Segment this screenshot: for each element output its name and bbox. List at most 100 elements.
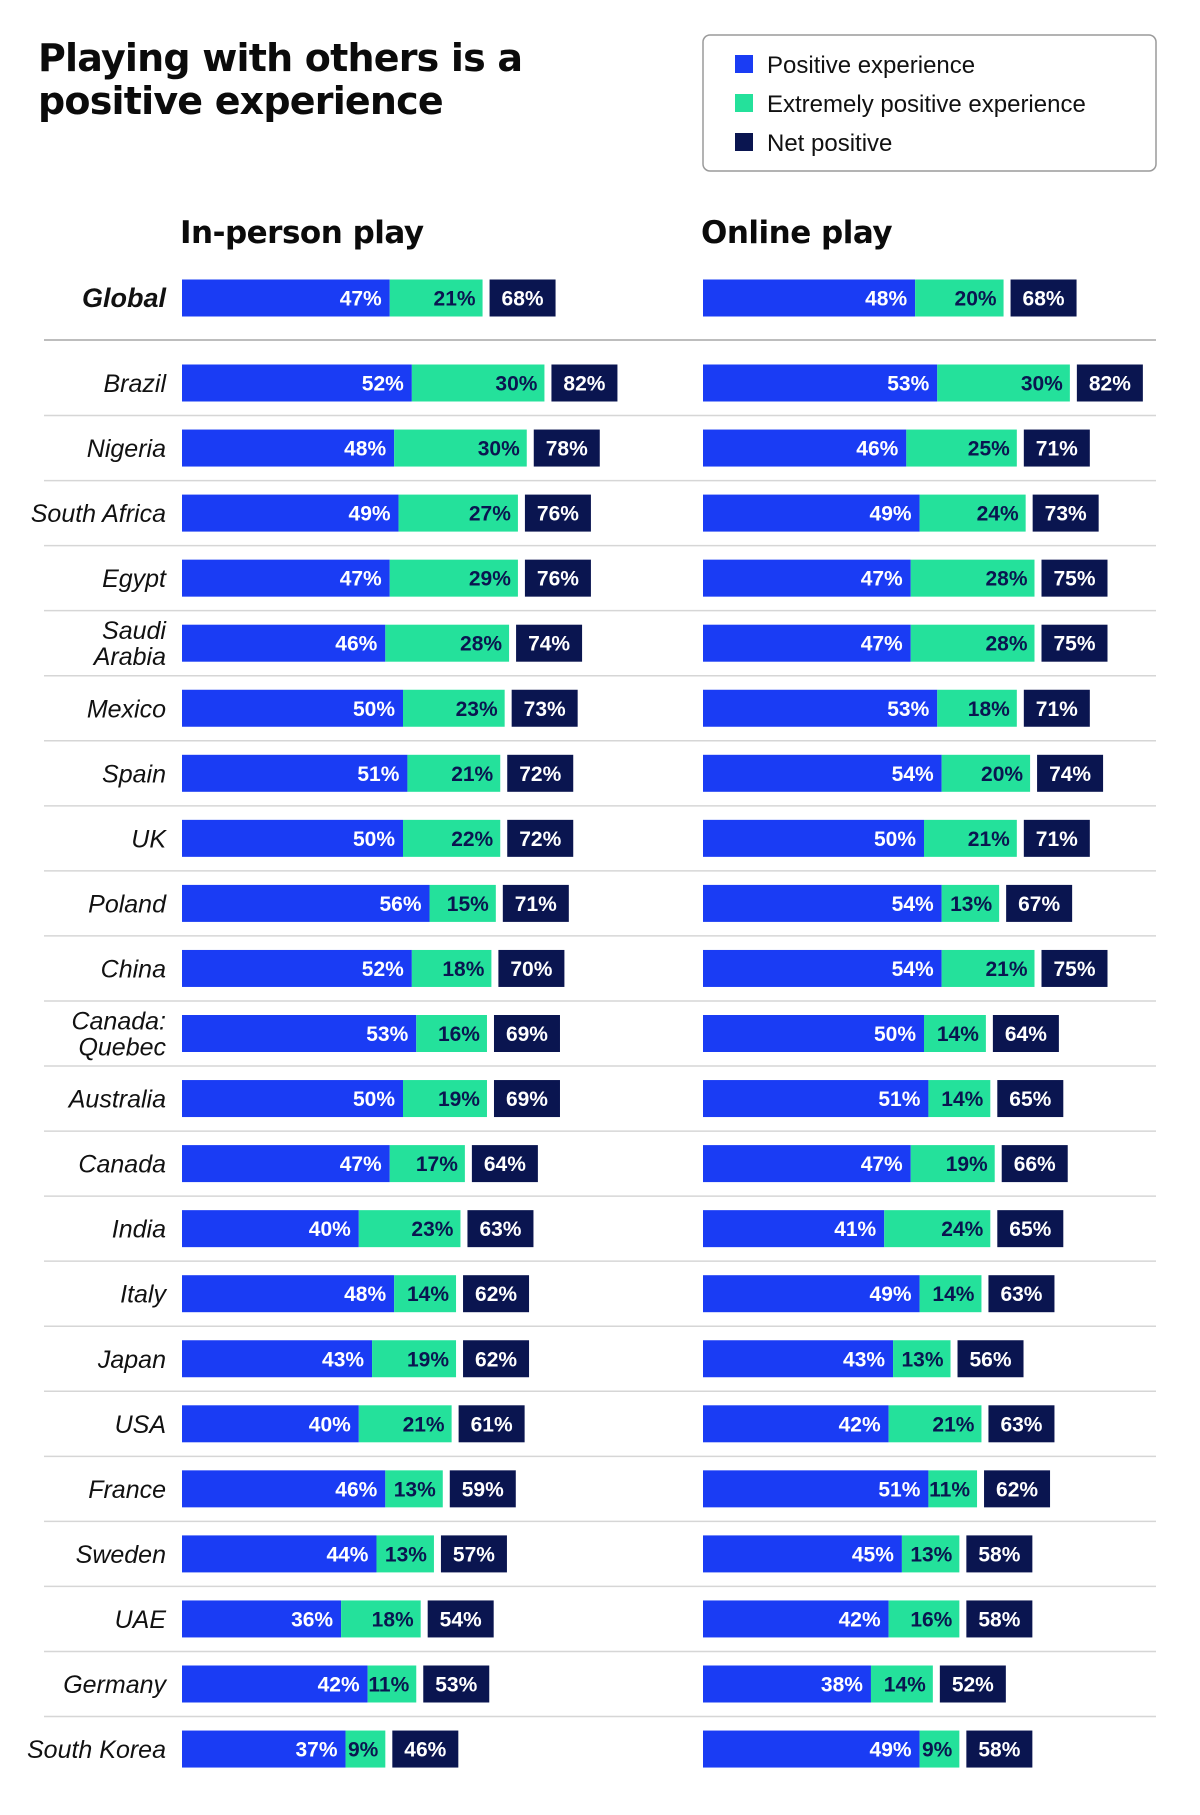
value-label-online-extremely-egypt: 28% — [985, 568, 1027, 591]
bar-in-person-positive-spain — [182, 754, 408, 792]
value-label-online-extremely-china: 21% — [985, 958, 1027, 981]
bar-in-person-extremely-saudi-arabia — [385, 624, 510, 662]
value-label-in-person-net-egypt: 76% — [537, 568, 579, 591]
value-label-online-positive-uae: 42% — [839, 1608, 881, 1631]
legend-label-extremely-positive: Extremely positive experience — [767, 91, 1086, 118]
value-label-in-person-positive-south-korea: 37% — [296, 1739, 338, 1762]
value-label-online-extremely-france: 11% — [929, 1478, 970, 1501]
bar-online-positive-sweden — [703, 1535, 902, 1573]
bar-in-person-positive-brazil — [182, 364, 412, 402]
bar-in-person-net-nigeria — [533, 429, 600, 467]
chart-title: Playing with others is a positive experi… — [38, 36, 523, 123]
bar-in-person-net-japan — [463, 1340, 530, 1378]
value-label-in-person-net-south-africa: 76% — [537, 503, 579, 526]
value-label-in-person-extremely-japan: 19% — [407, 1348, 449, 1371]
bar-online-positive-japan — [703, 1340, 894, 1378]
bar-online-extremely-mexico — [937, 689, 1017, 727]
value-label-online-net-canada: 66% — [1014, 1153, 1056, 1176]
bar-online-positive-nigeria — [703, 429, 907, 467]
value-label-in-person-extremely-france: 13% — [394, 1478, 436, 1501]
value-label-in-person-net-china: 70% — [510, 958, 552, 981]
bar-online-extremely-usa — [888, 1405, 982, 1443]
value-label-online-net-south-africa: 73% — [1045, 503, 1087, 526]
bar-online-positive-uae — [703, 1600, 889, 1638]
bar-online-positive-canada — [703, 1145, 911, 1183]
value-label-online-positive-japan: 43% — [843, 1348, 885, 1371]
value-label-online-positive-germany: 38% — [821, 1674, 863, 1697]
category-label-nigeria: Nigeria — [87, 435, 166, 463]
country-labels: Global Brazil Nigeria South Africa Egypt Saud… — [27, 283, 167, 1764]
bar-in-person-positive-usa — [182, 1405, 359, 1443]
value-label-online-positive-poland: 54% — [892, 893, 934, 916]
legend-swatch-net-positive — [735, 133, 753, 151]
category-label-germany: Germany — [63, 1671, 167, 1699]
bar-in-person-extremely-usa — [358, 1405, 452, 1443]
bar-online-positive-saudi-arabia — [703, 624, 911, 662]
value-label-online-positive-south-korea: 49% — [870, 1739, 912, 1762]
legend-swatch-positive — [735, 55, 753, 73]
bar-online-positive-brazil — [703, 364, 938, 402]
bar-online-net-germany — [939, 1665, 1006, 1703]
value-label-online-positive-nigeria: 46% — [856, 438, 898, 461]
bar-in-person-extremely-france — [385, 1470, 443, 1508]
value-label-online-net-nigeria: 71% — [1036, 438, 1078, 461]
chart-title-line-2: positive experience — [38, 79, 443, 123]
bar-in-person-positive-canada-quebec — [182, 1015, 417, 1052]
bar-online-positive-india — [703, 1210, 885, 1248]
category-label-uk: UK — [131, 825, 167, 853]
bar-in-person-extremely-global — [389, 279, 483, 317]
bar-in-person-positive-south-africa — [182, 494, 399, 532]
bar-in-person-net-global — [489, 279, 556, 317]
category-label-australia: Australia — [67, 1086, 166, 1114]
value-label-in-person-positive-egypt: 47% — [340, 568, 382, 591]
bar-in-person-extremely-south-africa — [398, 494, 518, 532]
bar-in-person-positive-australia — [182, 1080, 403, 1118]
value-label-online-net-saudi-arabia: 75% — [1053, 633, 1095, 656]
value-label-in-person-extremely-poland: 15% — [447, 893, 489, 916]
bar-in-person-net-italy — [463, 1275, 530, 1313]
bar-online-positive-poland — [703, 884, 942, 922]
category-label-italy: Italy — [120, 1281, 167, 1309]
value-label-online-extremely-south-korea: 9% — [922, 1739, 953, 1762]
bar-online-net-australia — [997, 1080, 1064, 1118]
value-label-in-person-positive-brazil: 52% — [362, 373, 404, 396]
bar-in-person-net-mexico — [511, 689, 578, 727]
category-label-mexico: Mexico — [87, 695, 166, 723]
bar-in-person-net-south-africa — [524, 494, 591, 532]
value-label-in-person-extremely-australia: 19% — [438, 1088, 480, 1111]
bar-online-extremely-canada-quebec — [924, 1015, 986, 1052]
value-label-in-person-positive-italy: 48% — [344, 1283, 386, 1306]
value-label-in-person-extremely-sweden: 13% — [385, 1543, 427, 1566]
bar-in-person-positive-uk — [182, 819, 403, 857]
bar-in-person-positive-canada — [182, 1145, 390, 1183]
value-label-in-person-net-brazil: 82% — [563, 373, 605, 396]
bar-online-extremely-sweden — [901, 1535, 960, 1573]
value-label-online-extremely-spain: 20% — [981, 763, 1023, 786]
value-label-online-net-spain: 74% — [1049, 763, 1091, 786]
value-label-in-person-extremely-canada: 17% — [416, 1153, 458, 1176]
value-label-in-person-positive-canada: 47% — [340, 1153, 382, 1176]
category-label-india: India — [112, 1216, 166, 1244]
value-label-online-extremely-australia: 14% — [941, 1088, 983, 1111]
bar-in-person-extremely-brazil — [411, 364, 545, 402]
value-label-in-person-net-japan: 62% — [475, 1348, 517, 1371]
bar-online-net-mexico — [1023, 689, 1090, 727]
value-label-in-person-extremely-brazil: 30% — [495, 373, 537, 396]
bar-online-extremely-spain — [941, 754, 1031, 792]
value-label-in-person-positive-spain: 51% — [357, 763, 399, 786]
value-label-online-positive-india: 41% — [834, 1218, 876, 1241]
value-label-in-person-positive-sweden: 44% — [326, 1543, 368, 1566]
bar-in-person-net-saudi-arabia — [516, 624, 583, 662]
category-label-poland: Poland — [88, 890, 167, 918]
category-label-line: Canada: — [71, 1008, 166, 1036]
bar-online-net-italy — [988, 1275, 1055, 1313]
bar-online-extremely-uk — [924, 819, 1017, 857]
bar-in-person-net-germany — [423, 1665, 490, 1703]
value-label-online-positive-canada: 47% — [861, 1153, 903, 1176]
value-label-online-positive-uk: 50% — [874, 828, 916, 851]
legend-label-positive: Positive experience — [767, 52, 975, 79]
bar-online-net-nigeria — [1023, 429, 1090, 467]
category-label-global: Global — [82, 283, 167, 313]
value-label-in-person-positive-india: 40% — [309, 1218, 351, 1241]
value-label-in-person-net-south-korea: 46% — [404, 1739, 446, 1762]
